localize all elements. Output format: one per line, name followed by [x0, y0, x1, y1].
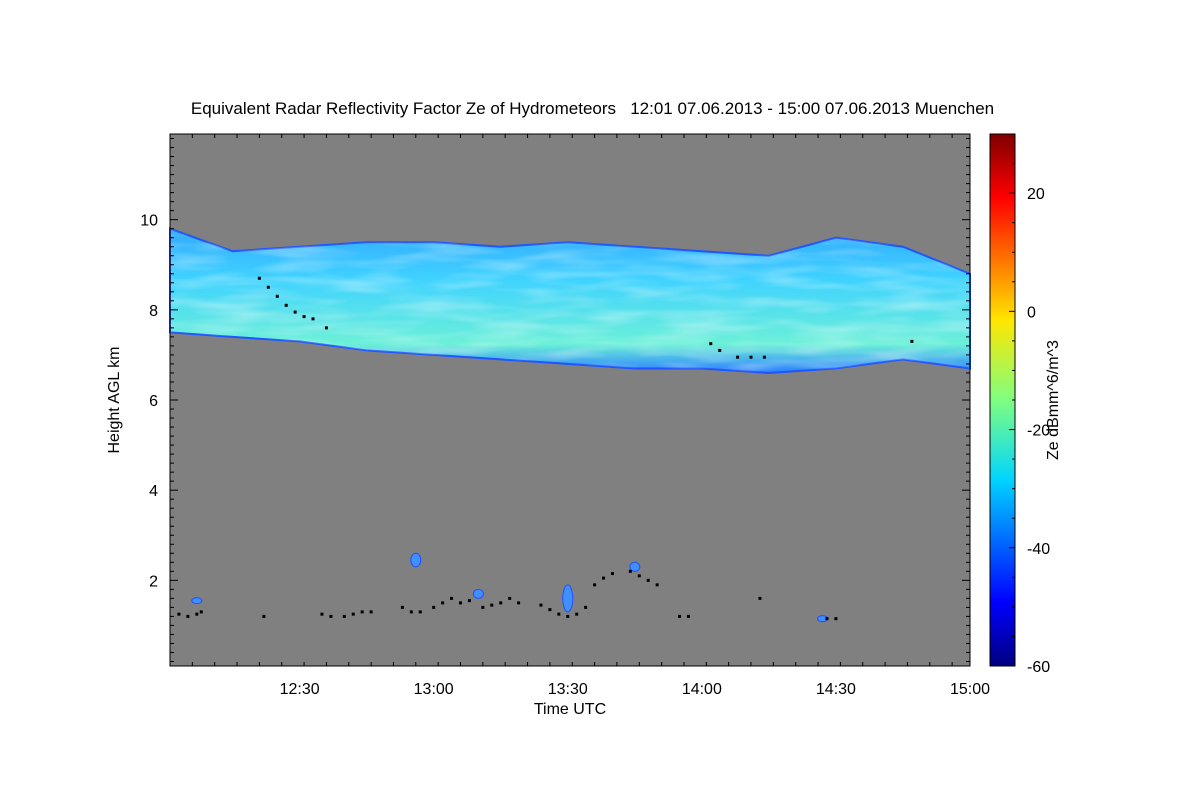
x-axis: 12:30 13:00 13:30 14:00 14:30 15:00 — [169, 134, 990, 698]
cloud-base-point — [539, 603, 543, 607]
cloud-base-point — [262, 614, 266, 618]
cloud-base-point — [284, 303, 288, 307]
plot-area — [169, 133, 971, 667]
cloud-base-point — [584, 605, 588, 609]
cloud-base-point — [311, 317, 315, 321]
cloud-base-point — [646, 578, 650, 582]
cloud-base-point — [302, 315, 306, 319]
cloud-base-point — [467, 599, 471, 603]
cloud-base-point — [481, 605, 485, 609]
low-echo — [562, 584, 574, 613]
cloud-base-point — [432, 605, 436, 609]
y-tick-label: 8 — [149, 303, 158, 320]
cloud-base-point — [637, 574, 641, 578]
colorbar-tick-label: -60 — [1027, 659, 1050, 676]
colorbar-label: Ze dBmm^6/m^3 — [1045, 340, 1062, 460]
cloud-base-point — [508, 596, 512, 600]
cloud-base-point — [718, 348, 722, 352]
cloud-base-point — [499, 601, 503, 605]
y-tick-label: 2 — [149, 573, 158, 590]
cloud-base-point — [910, 339, 914, 343]
cloud-base-point — [275, 294, 279, 298]
cloud-base-point — [628, 569, 632, 573]
x-tick-label: 14:00 — [682, 681, 722, 698]
cloud-base-point — [655, 583, 659, 587]
cloud-base-point — [610, 572, 614, 576]
cloud-base-point — [686, 614, 690, 618]
x-tick-label: 13:00 — [414, 681, 454, 698]
cloud-base-point — [257, 276, 261, 280]
cloud-base-point — [418, 610, 422, 614]
cloud-base-point — [736, 355, 740, 359]
cloud-base-point — [602, 576, 606, 580]
cloud-base-point — [548, 608, 552, 612]
cloud-base-point — [199, 610, 203, 614]
cloud-base-point — [762, 355, 766, 359]
colorbar-tick-label: 20 — [1027, 186, 1045, 203]
cloud-base-point — [342, 614, 346, 618]
cloud-base-point — [186, 614, 190, 618]
low-echo — [629, 561, 641, 572]
cloud-base-point — [575, 612, 579, 616]
cloud-base-point — [409, 610, 413, 614]
colorbar-tick-label: -40 — [1027, 541, 1050, 558]
cloud-base-point — [825, 617, 829, 621]
cloud-base-point — [320, 612, 324, 616]
cloud-base-point — [441, 601, 445, 605]
cloud-base-point — [593, 583, 597, 587]
x-tick-label: 14:30 — [816, 681, 856, 698]
cloud-base-point — [351, 612, 355, 616]
cloud-base-point — [266, 285, 270, 289]
low-echo — [191, 597, 203, 605]
y-tick-label: 6 — [149, 393, 158, 410]
cloud-base-point — [400, 605, 404, 609]
cloud-base-point — [329, 614, 333, 618]
cloud-base-point — [758, 596, 762, 600]
cloud-base-point — [749, 355, 753, 359]
cloud-base-point — [177, 612, 181, 616]
plot-background — [170, 134, 970, 666]
x-tick-label: 12:30 — [280, 681, 320, 698]
cloud-base-point — [557, 612, 561, 616]
cloud-base-point — [369, 610, 373, 614]
cloud-base-point — [517, 601, 521, 605]
cloud-base-point — [293, 310, 297, 314]
cloud-base-point — [459, 601, 463, 605]
x-tick-label: 15:00 — [950, 681, 990, 698]
cloud-base-point — [324, 326, 328, 330]
cloud-base-point — [450, 596, 454, 600]
x-axis-label: Time UTC — [534, 701, 606, 718]
cloud-base-point — [566, 614, 570, 618]
colorbar: 20 0 -20 -40 -60 — [989, 133, 1050, 676]
colorbar-tick-label: 0 — [1027, 304, 1036, 321]
cloud-base-point — [677, 614, 681, 618]
low-echo — [472, 588, 484, 599]
cloud-base-point — [709, 342, 713, 346]
cloud-base-point — [834, 617, 838, 621]
low-echo — [410, 552, 422, 568]
y-axis-label: Height AGL km — [106, 346, 123, 453]
colorbar-tick-label: -20 — [1027, 423, 1050, 440]
y-tick-label: 4 — [149, 483, 158, 500]
cloud-base-point — [490, 603, 494, 607]
cloud-base-point — [360, 610, 364, 614]
y-tick-label: 10 — [140, 213, 158, 230]
colorbar-scale — [989, 133, 1016, 667]
chart-title: Equivalent Radar Reflectivity Factor Ze … — [190, 99, 995, 118]
x-tick-label: 13:30 — [548, 681, 588, 698]
cloud-layer-streaks — [170, 228, 970, 373]
y-axis: 2 4 6 8 10 — [140, 138, 970, 662]
cloud-base-point — [195, 612, 199, 616]
